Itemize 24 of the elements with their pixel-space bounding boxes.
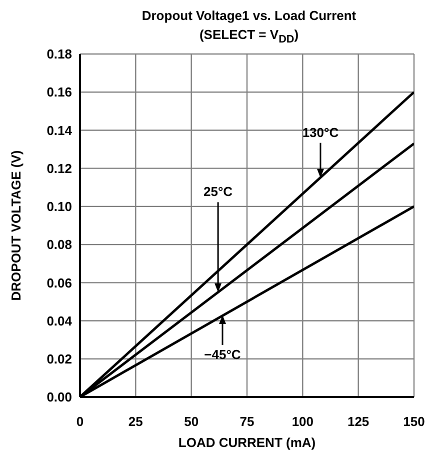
y-axis-title: DROPOUT VOLTAGE (V) bbox=[8, 150, 24, 300]
annotation: −45°C bbox=[204, 346, 242, 362]
chart-title: Dropout Voltage1 vs. Load Current bbox=[140, 8, 358, 23]
x-tick-label: 25 bbox=[128, 414, 143, 429]
x-tick-label: 50 bbox=[184, 414, 199, 429]
annotation: 130°C bbox=[302, 124, 340, 140]
y-tick-label: 0.10 bbox=[46, 198, 72, 214]
x-tick-label: 0 bbox=[76, 414, 84, 429]
y-tick-label: 0.12 bbox=[46, 160, 72, 176]
annotation: 25°C bbox=[204, 184, 234, 199]
x-tick-label: 100 bbox=[292, 414, 314, 429]
y-tick-label: 0.16 bbox=[46, 84, 72, 100]
x-tick-label: 125 bbox=[347, 414, 370, 429]
y-tick-label: 0.08 bbox=[46, 236, 72, 252]
y-tick-label: 0.00 bbox=[46, 389, 72, 404]
x-axis-title: LOAD CURRENT (mA) bbox=[178, 434, 316, 450]
y-tick-label: 0.02 bbox=[46, 351, 72, 366]
y-tick-label: 0.14 bbox=[46, 122, 73, 138]
chart-subtitle: (SELECT = V$_{DD}$) bbox=[198, 27, 300, 46]
y-tick-label: 0.18 bbox=[46, 46, 72, 62]
x-tick-label: 75 bbox=[240, 414, 254, 429]
x-tick-label: 150 bbox=[403, 414, 425, 429]
y-tick-label: 0.06 bbox=[46, 274, 72, 290]
y-tick-label: 0.04 bbox=[46, 312, 73, 328]
